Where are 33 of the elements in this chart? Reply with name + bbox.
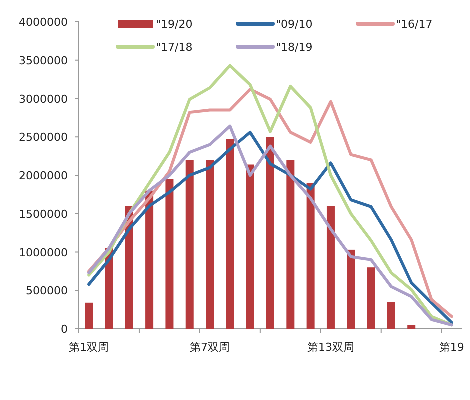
bar [186, 160, 194, 329]
x-tick-label: 第7双周 [190, 341, 230, 354]
x-tick-label: 第19 [439, 341, 464, 354]
bar [146, 190, 154, 329]
bar [266, 137, 274, 329]
y-tick-label: 0 [61, 323, 68, 336]
bar [206, 160, 214, 329]
legend-label: "09/10 [276, 18, 313, 31]
legend-label: "17/18 [156, 41, 193, 54]
legend-label: "19/20 [156, 18, 193, 31]
y-tick-label: 2000000 [19, 170, 68, 182]
bar [326, 206, 335, 329]
bar [286, 160, 295, 329]
y-tick-label: 1000000 [19, 246, 68, 260]
y-tick-label: 500000 [26, 284, 68, 298]
bar [85, 302, 94, 329]
legend-label: "18/19 [276, 41, 313, 54]
bar [347, 250, 356, 329]
bar [408, 325, 416, 329]
y-tick-label: 1500000 [19, 208, 68, 221]
bar [367, 268, 376, 329]
bar [166, 179, 174, 329]
y-tick-label: 3000000 [19, 92, 68, 106]
bar [246, 164, 254, 329]
bar [387, 302, 396, 329]
y-tick-label: 3500000 [19, 54, 68, 68]
x-tick-label: 第13双周 [307, 341, 354, 354]
bar [306, 183, 315, 329]
y-tick-label: 2500000 [19, 131, 68, 144]
y-tick-label: 4000000 [19, 16, 68, 29]
bar [226, 139, 234, 329]
x-tick-label: 第1双周 [69, 341, 110, 354]
legend-label: "16/17 [396, 18, 433, 31]
